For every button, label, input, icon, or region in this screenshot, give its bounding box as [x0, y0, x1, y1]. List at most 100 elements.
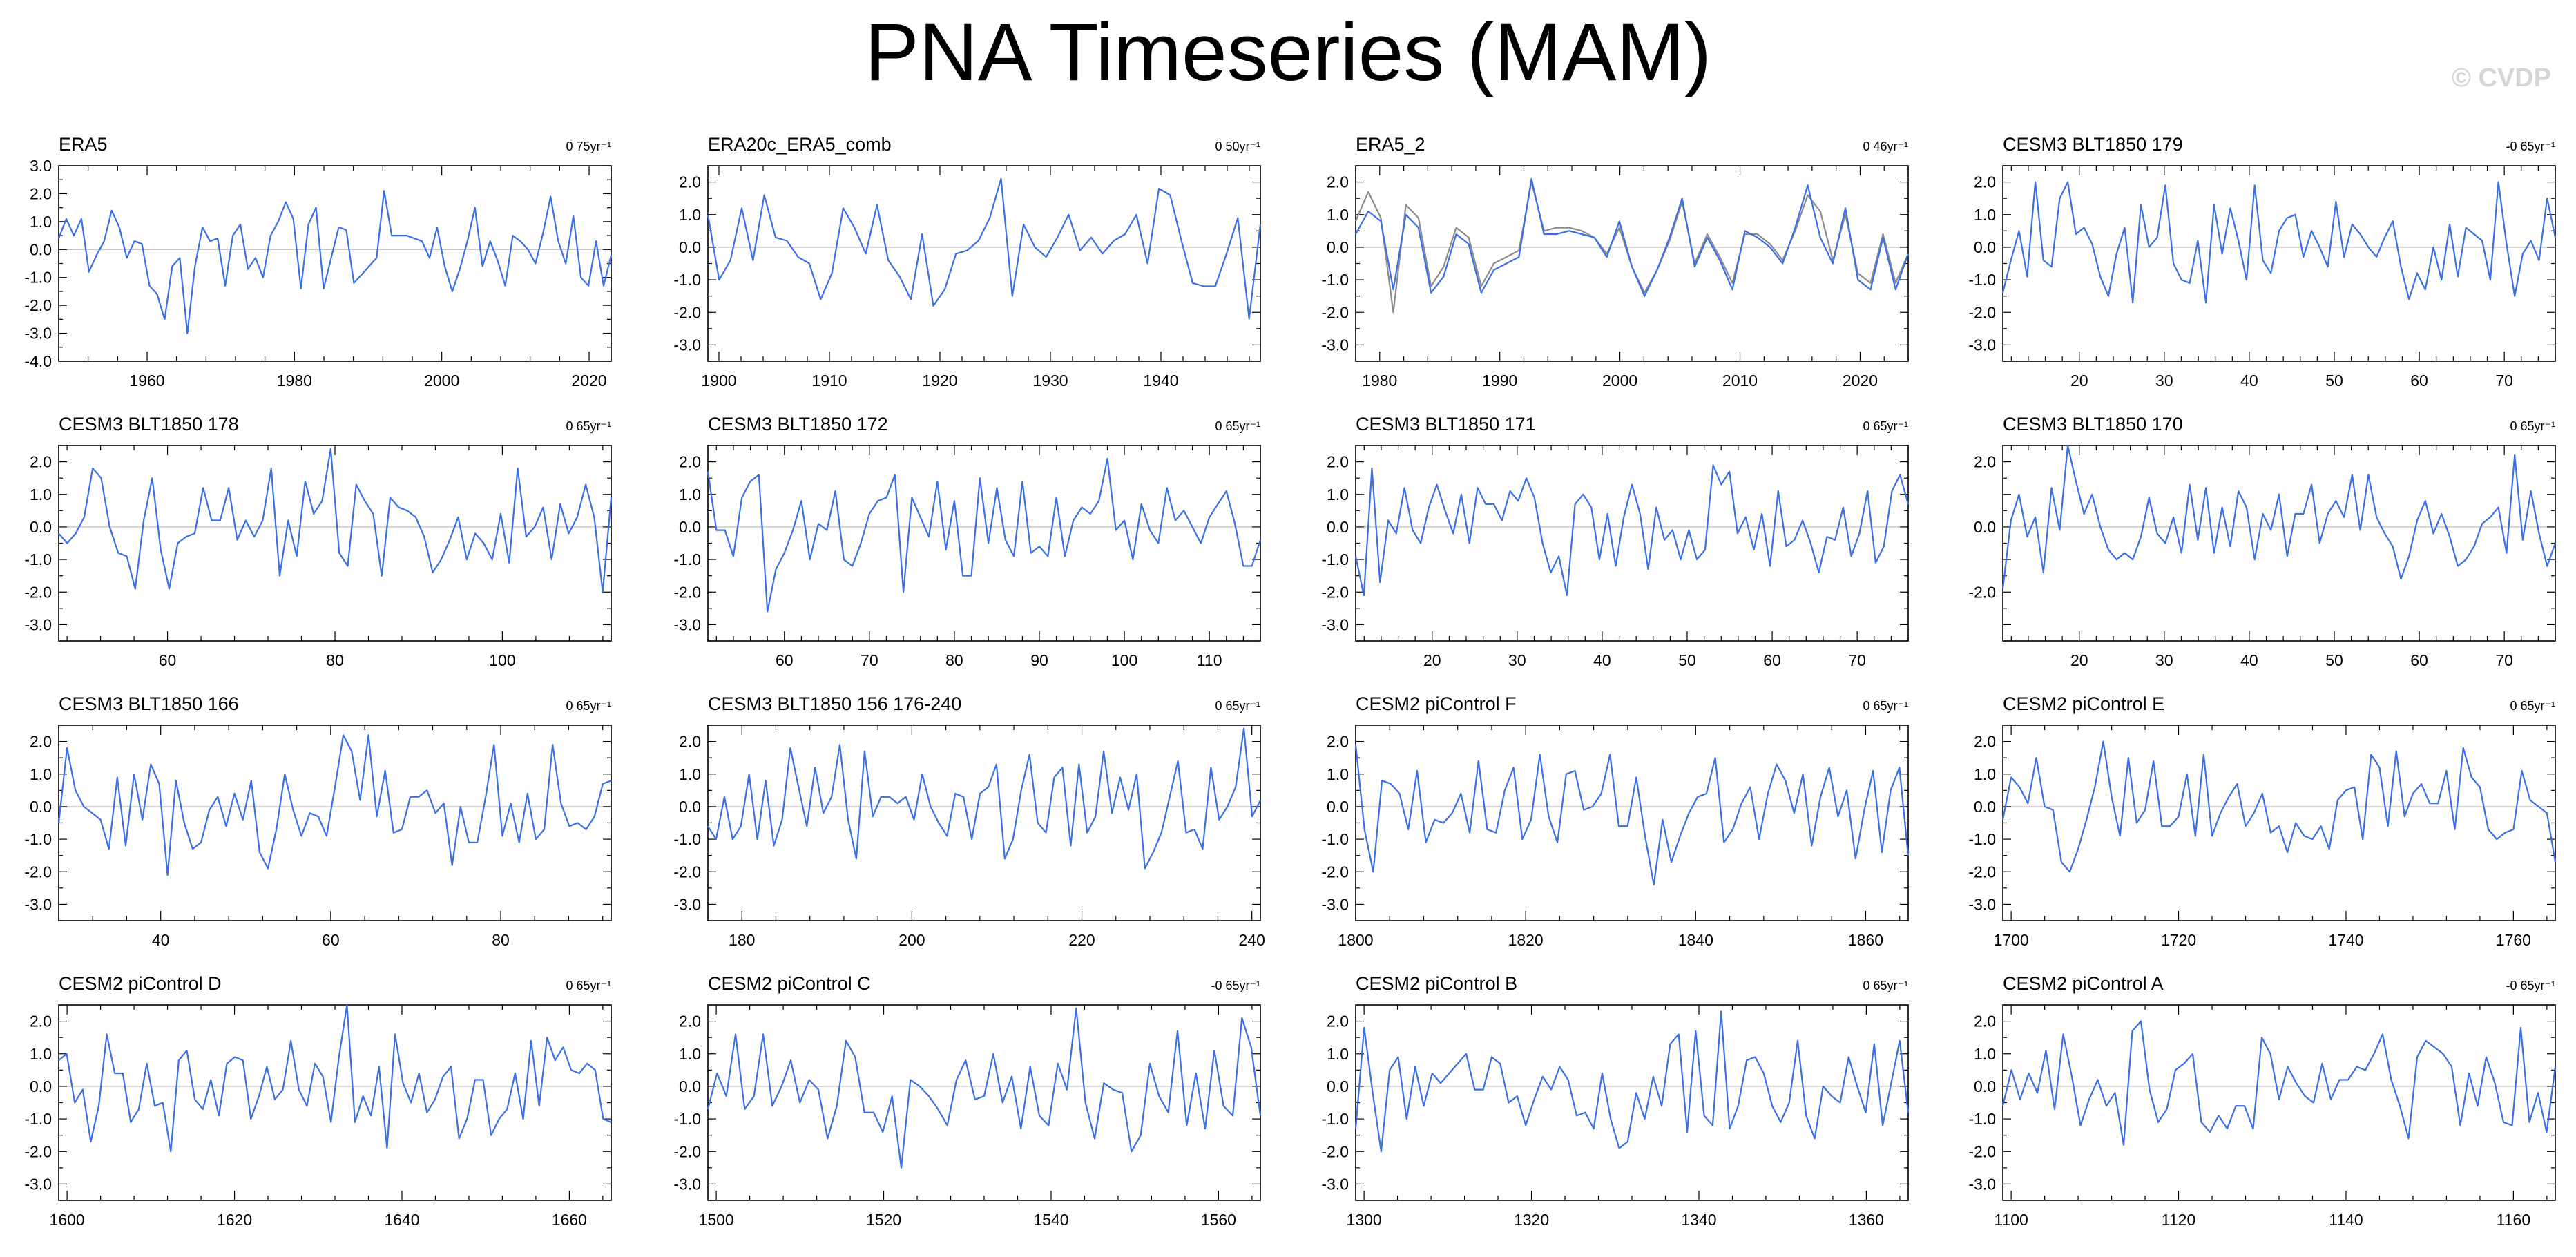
panel-frame: [2002, 1004, 2556, 1201]
y-tick-label: -1.0: [1321, 271, 1349, 289]
trend-label: 0 65yr⁻¹: [1863, 699, 1908, 713]
trend-label: 0 65yr⁻¹: [566, 979, 611, 992]
page-title: PNA Timeseries (MAM): [864, 7, 1712, 98]
panel-title: CESM3 BLT1850 171: [1356, 414, 1536, 434]
x-tick-label: 70: [861, 651, 878, 669]
trend-label: 0 75yr⁻¹: [566, 140, 611, 153]
panel-frame: [2002, 165, 2556, 362]
y-tick-label: 2.0: [30, 733, 52, 751]
y-tick-label: -2.0: [1321, 1142, 1349, 1160]
panel-frame: [58, 1004, 612, 1201]
watermark: © CVDP: [2451, 64, 2551, 93]
y-tick-label: 1.0: [1327, 486, 1349, 503]
panel-frame: [58, 165, 612, 362]
y-tick-label: 1.0: [1974, 206, 1996, 224]
x-tick-label: 20: [2070, 372, 2088, 390]
y-tick-label: -1.0: [1321, 1110, 1349, 1128]
x-tick-label: 1320: [1514, 1211, 1549, 1229]
x-tick-label: 60: [322, 931, 340, 949]
panel-frame: [1355, 1004, 1909, 1201]
y-tick-label: 0.0: [1974, 238, 1996, 256]
y-tick-label: -1.0: [1968, 1110, 1996, 1128]
x-tick-label: 200: [898, 931, 925, 949]
x-tick-label: 40: [152, 931, 170, 949]
y-tick-label: -2.0: [1968, 863, 1996, 881]
x-tick-label: 60: [2410, 651, 2428, 669]
y-tick-label: -3.0: [24, 1175, 52, 1193]
y-tick-label: 2.0: [679, 1013, 701, 1030]
trend-label: 0 65yr⁻¹: [1215, 699, 1260, 713]
y-tick-label: 1.0: [679, 765, 701, 783]
trend-label: 0 65yr⁻¹: [1215, 419, 1260, 433]
panel-title: ERA5: [59, 134, 108, 155]
pna-series-line: [1355, 177, 1910, 297]
x-tick-label: 50: [2325, 651, 2343, 669]
x-tick-label: 1360: [1849, 1211, 1884, 1229]
y-tick-label: 0.0: [1327, 518, 1349, 536]
y-tick-label: -2.0: [673, 863, 701, 881]
x-tick-label: 2020: [571, 372, 606, 390]
y-tick-label: 0.0: [679, 518, 701, 536]
y-tick-label: -3.0: [673, 336, 701, 354]
y-tick-label: 2.0: [1327, 173, 1349, 191]
x-tick-label: 40: [1593, 651, 1611, 669]
pna-series-line: [2001, 740, 2557, 873]
panel-frame: [707, 165, 1261, 362]
pna-series-line: [2001, 444, 2557, 589]
x-tick-label: 40: [2240, 372, 2258, 390]
y-tick-label: -2.0: [24, 583, 52, 601]
x-tick-label: 2000: [424, 372, 459, 390]
panel-frame: [1355, 165, 1909, 362]
x-tick-label: 1160: [2497, 1211, 2530, 1229]
x-tick-label: 30: [1508, 651, 1526, 669]
x-tick-label: 60: [2410, 372, 2428, 390]
panel-title: CESM3 BLT1850 178: [59, 414, 239, 434]
y-tick-label: 2.0: [1974, 733, 1996, 751]
y-tick-label: 0.0: [679, 798, 701, 816]
y-tick-label: -3.0: [1968, 1175, 1996, 1193]
x-tick-label: 40: [2240, 651, 2258, 669]
trend-label: 0 65yr⁻¹: [1863, 419, 1908, 433]
x-tick-label: 1990: [1482, 372, 1517, 390]
panel-title: ERA20c_ERA5_comb: [708, 134, 892, 155]
x-tick-label: 70: [1848, 651, 1866, 669]
x-tick-label: 2010: [1722, 372, 1758, 390]
y-tick-label: 2.0: [679, 173, 701, 191]
x-tick-label: 80: [945, 651, 963, 669]
trend-label: 0 65yr⁻¹: [2510, 699, 2555, 713]
y-tick-label: -4.0: [24, 352, 52, 370]
y-tick-label: -3.0: [24, 325, 52, 343]
y-tick-label: 0.0: [1974, 518, 1996, 536]
panel-title: CESM3 BLT1850 156 176-240: [708, 693, 961, 714]
x-tick-label: 70: [2495, 372, 2513, 390]
x-tick-label: 180: [729, 931, 755, 949]
x-tick-label: 90: [1030, 651, 1048, 669]
x-tick-label: 2020: [1843, 372, 1878, 390]
x-tick-label: 50: [2325, 372, 2343, 390]
y-tick-label: 2.0: [30, 453, 52, 471]
y-tick-label: 3.0: [30, 157, 52, 175]
y-tick-label: -3.0: [1321, 336, 1349, 354]
y-tick-label: -1.0: [1321, 550, 1349, 568]
x-tick-label: 1140: [2329, 1211, 2363, 1229]
panel-title: CESM2 piControl E: [2003, 693, 2164, 714]
x-tick-label: 1840: [1678, 931, 1713, 949]
y-tick-label: -2.0: [24, 863, 52, 881]
y-tick-label: -3.0: [1968, 895, 1996, 913]
pna-series-line: [2001, 181, 2557, 304]
trend-label: -0 65yr⁻¹: [2506, 140, 2555, 153]
x-tick-label: 60: [776, 651, 794, 669]
y-tick-label: -2.0: [673, 303, 701, 321]
y-tick-label: -3.0: [673, 1175, 701, 1193]
x-tick-label: 2000: [1602, 372, 1637, 390]
y-tick-label: -3.0: [1321, 1175, 1349, 1193]
y-tick-label: 1.0: [679, 486, 701, 503]
x-tick-label: 1560: [1201, 1211, 1236, 1229]
y-tick-label: -1.0: [24, 830, 52, 848]
x-tick-label: 30: [2155, 372, 2173, 390]
y-tick-label: -3.0: [673, 895, 701, 913]
y-tick-label: -1.0: [673, 550, 701, 568]
y-tick-label: 2.0: [1974, 173, 1996, 191]
y-tick-label: 2.0: [30, 184, 52, 202]
